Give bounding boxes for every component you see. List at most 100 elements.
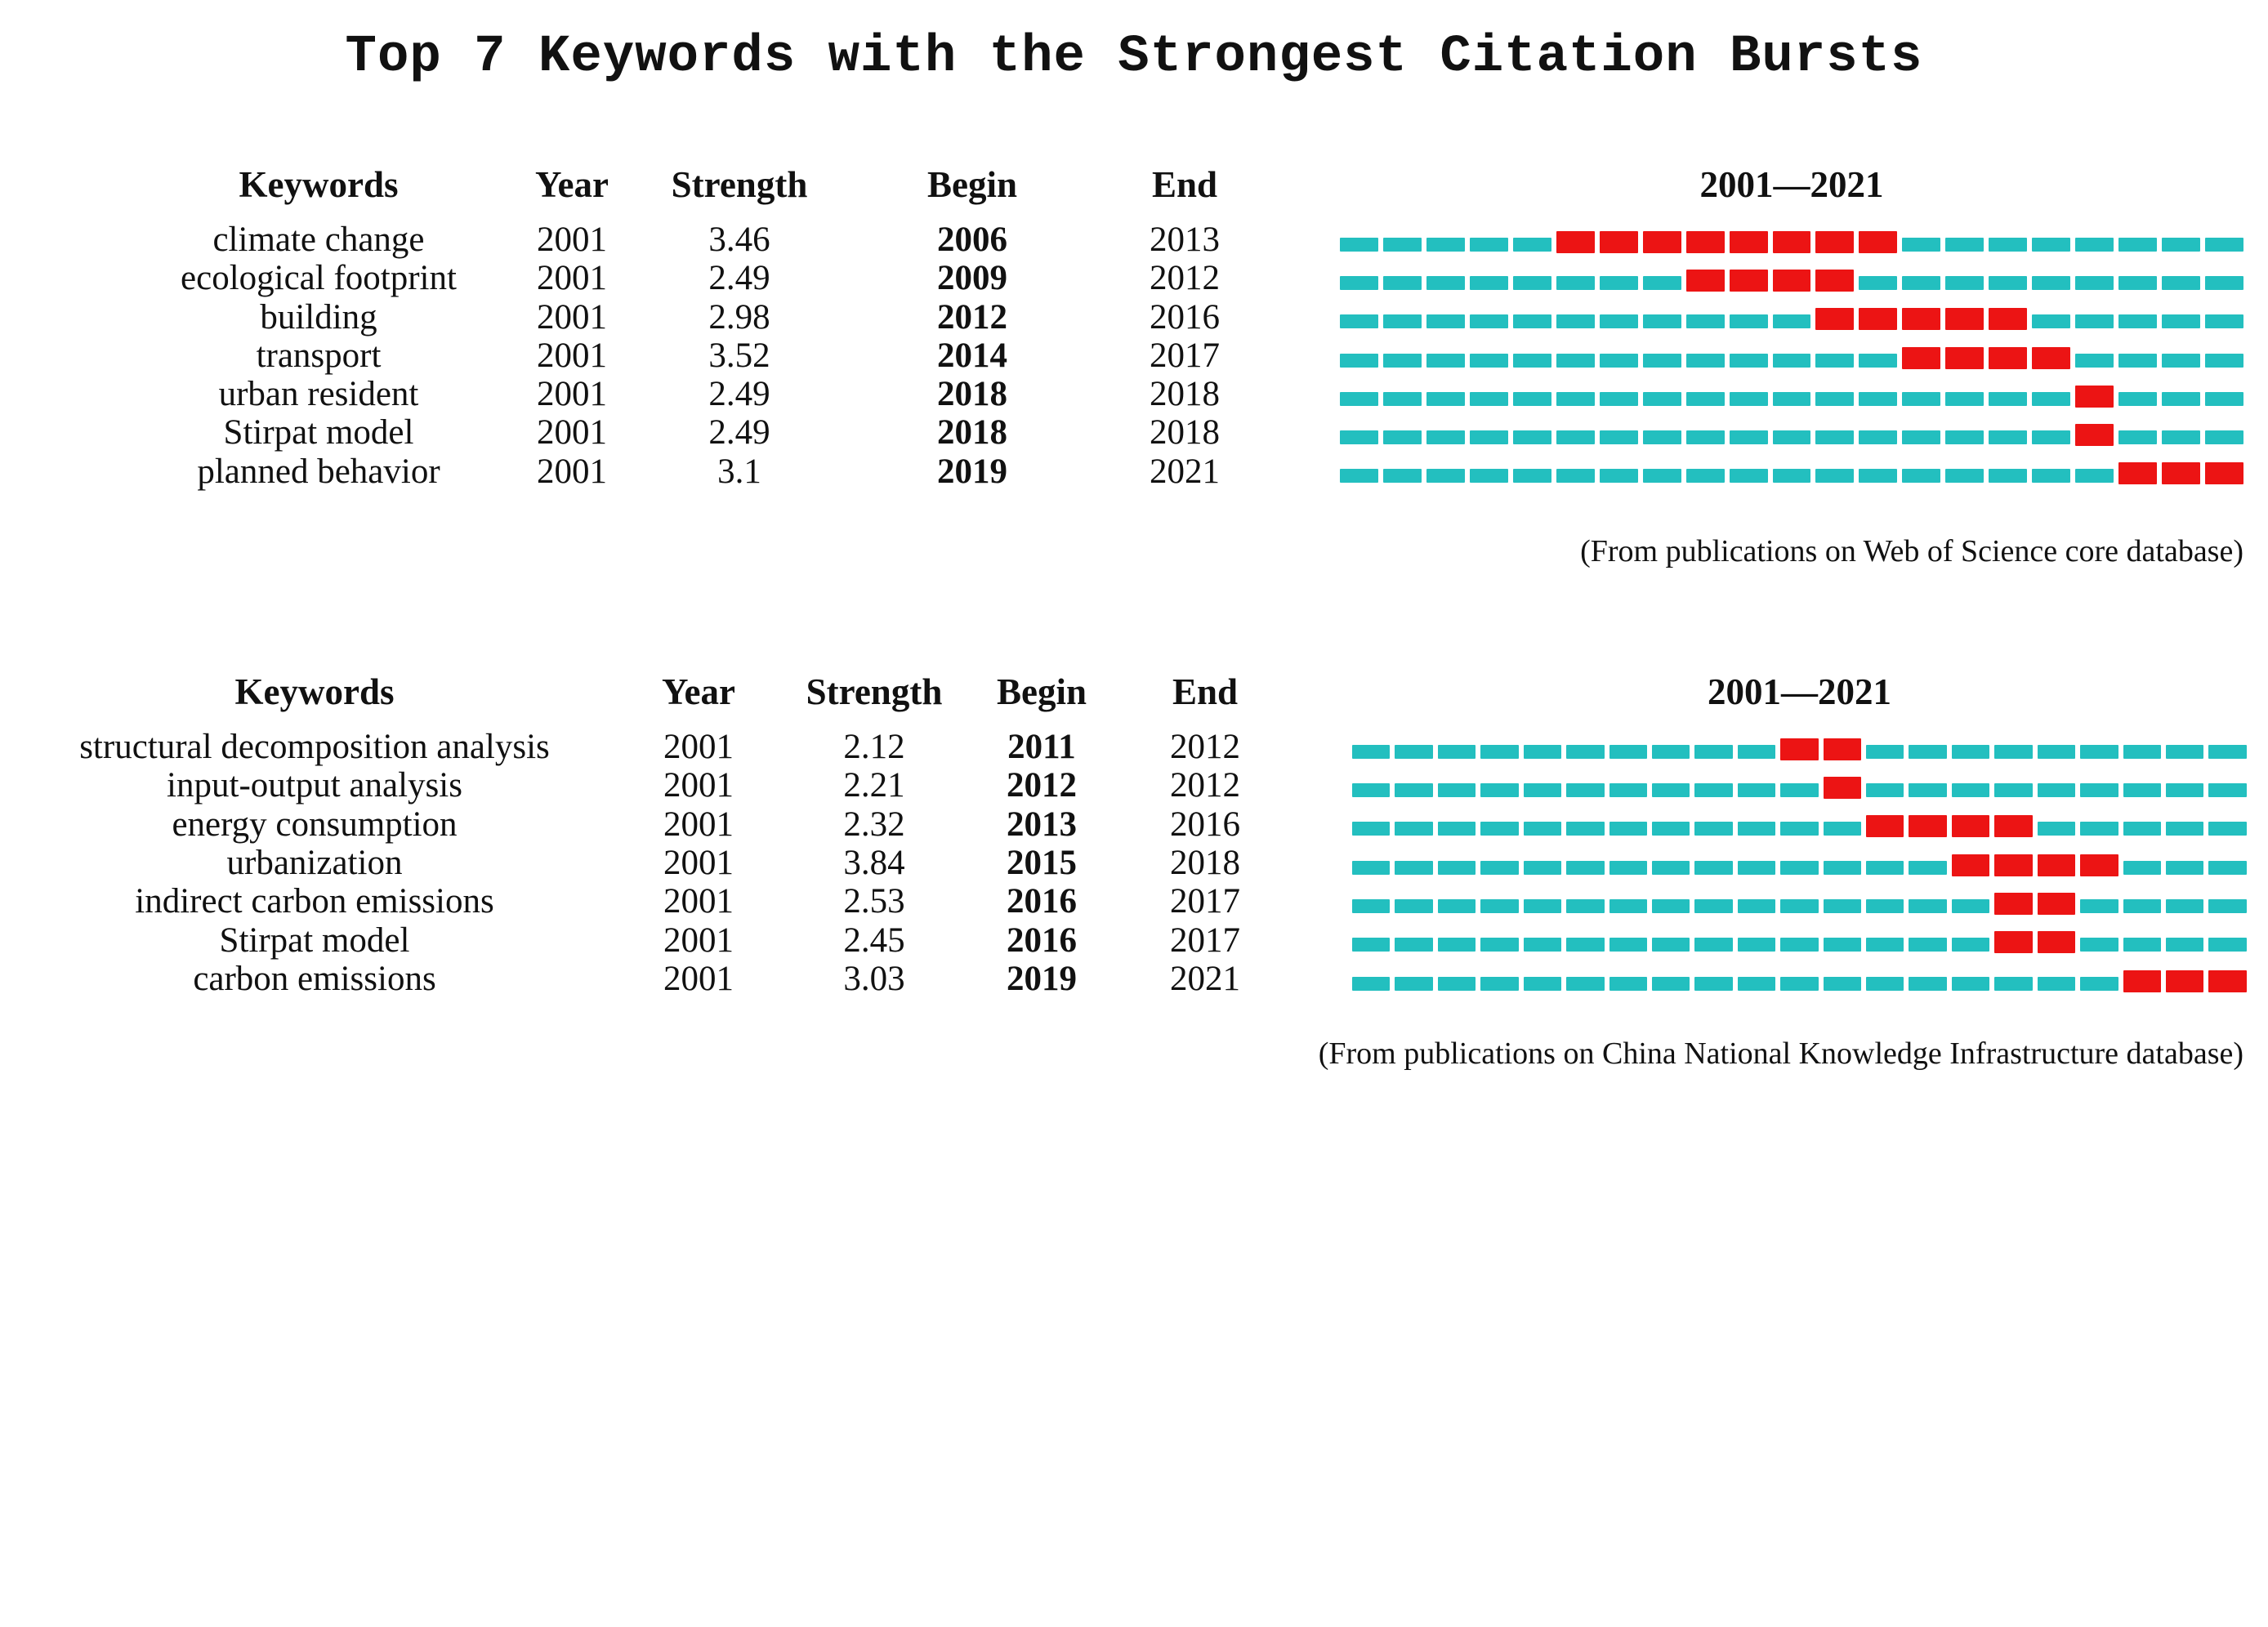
base-year-segment: [1945, 430, 1984, 445]
base-year-segment: [1909, 898, 1947, 913]
burst-year-segment: [2205, 462, 2244, 485]
base-year-segment: [1437, 976, 1476, 991]
base-year-segment: [2208, 822, 2247, 836]
base-year-segment: [1395, 822, 1433, 836]
base-year-segment: [2032, 469, 2071, 484]
base-year-segment: [1609, 822, 1647, 836]
cnki-source-caption: (From publications on China National Kno…: [1318, 1036, 2243, 1072]
base-year-segment: [1694, 898, 1733, 913]
begin-cell: 2018: [937, 413, 1007, 452]
base-year-segment: [1772, 391, 1811, 406]
base-year-segment: [2032, 237, 2071, 252]
begin-cell: 2016: [1007, 882, 1077, 921]
base-year-segment: [1382, 353, 1422, 368]
end-cell: 2018: [1150, 375, 1220, 414]
column-header-keywords: Keywords: [239, 164, 399, 206]
base-year-segment: [1729, 353, 1768, 368]
base-year-segment: [1480, 938, 1519, 952]
base-year-segment: [1437, 860, 1476, 875]
begin-cell: 2016: [1007, 920, 1077, 960]
base-year-segment: [1340, 314, 1378, 329]
year-cell: 2001: [537, 221, 607, 259]
timeline-cell: [1283, 813, 2247, 838]
base-year-segment: [1866, 783, 1904, 798]
base-year-segment: [1651, 860, 1690, 875]
base-year-segment: [1382, 391, 1422, 406]
base-year-segment: [1480, 976, 1519, 991]
base-year-segment: [1523, 976, 1562, 991]
base-year-segment: [1382, 314, 1422, 329]
base-year-segment: [1395, 860, 1433, 875]
base-year-segment: [1469, 353, 1508, 368]
base-year-segment: [1737, 976, 1776, 991]
base-year-segment: [1945, 469, 1984, 484]
keyword-cell: carbon emissions: [193, 959, 436, 998]
base-year-segment: [2080, 898, 2118, 913]
base-year-segment: [1685, 391, 1725, 406]
burst-year-segment: [1729, 269, 1768, 292]
base-year-segment: [1340, 391, 1378, 406]
burst-year-segment: [1556, 230, 1595, 253]
base-year-segment: [1859, 469, 1898, 484]
base-year-segment: [1823, 860, 1862, 875]
base-year-segment: [1352, 898, 1391, 913]
base-year-segment: [1694, 822, 1733, 836]
timeline-cell: [1258, 305, 2244, 331]
strength-cell: 2.12: [843, 728, 905, 767]
timeline-cell: [1258, 229, 2244, 253]
burst-year-segment: [1945, 308, 1984, 331]
burst-row: energy consumption 2001 2.32 2013 2016: [0, 805, 2268, 844]
year-cell: 2001: [663, 843, 734, 882]
base-year-segment: [1340, 430, 1378, 445]
base-year-segment: [1469, 391, 1508, 406]
base-year-segment: [1609, 783, 1647, 798]
end-cell: 2012: [1170, 728, 1240, 767]
base-year-segment: [1823, 898, 1862, 913]
base-year-segment: [1951, 783, 1990, 798]
base-year-segment: [1480, 744, 1519, 759]
base-year-segment: [1523, 938, 1562, 952]
base-year-segment: [1951, 938, 1990, 952]
base-year-segment: [1609, 744, 1647, 759]
base-year-segment: [2123, 860, 2162, 875]
burst-year-segment: [1859, 308, 1898, 331]
base-year-segment: [1642, 430, 1681, 445]
burst-year-segment: [1815, 308, 1855, 331]
burst-year-segment: [1994, 931, 2033, 954]
base-year-segment: [1902, 237, 1941, 252]
base-year-segment: [1685, 430, 1725, 445]
burst-row: urbanization 2001 3.84 2015 2018: [0, 844, 2268, 882]
burst-year-segment: [1989, 346, 2028, 369]
burst-year-segment: [2166, 970, 2204, 992]
base-year-segment: [1994, 783, 2033, 798]
timeline-cell: [1283, 736, 2247, 760]
base-year-segment: [2162, 391, 2201, 406]
base-year-segment: [1395, 938, 1433, 952]
base-year-segment: [2208, 744, 2247, 759]
base-year-segment: [1989, 469, 2028, 484]
burst-year-segment: [1859, 230, 1898, 253]
base-year-segment: [1685, 469, 1725, 484]
base-year-segment: [2118, 237, 2158, 252]
year-timeline-bar: [1352, 968, 2247, 992]
burst-row: carbon emissions 2001 3.03 2019 2021: [0, 960, 2268, 998]
base-year-segment: [1512, 314, 1551, 329]
end-cell: 2012: [1150, 259, 1220, 298]
base-year-segment: [1823, 822, 1862, 836]
begin-cell: 2009: [937, 259, 1007, 298]
base-year-segment: [1426, 469, 1465, 484]
keyword-cell: ecological footprint: [181, 259, 457, 298]
base-year-segment: [1469, 237, 1508, 252]
base-year-segment: [1815, 391, 1855, 406]
base-year-segment: [1599, 391, 1638, 406]
timeline-cell: [1258, 421, 2244, 447]
base-year-segment: [1651, 976, 1690, 991]
burst-year-segment: [2032, 346, 2071, 369]
base-year-segment: [1395, 898, 1433, 913]
burst-year-segment: [1909, 815, 1947, 838]
base-year-segment: [2037, 822, 2076, 836]
base-year-segment: [1340, 275, 1378, 290]
burst-year-segment: [1951, 854, 1990, 876]
end-cell: 2017: [1170, 882, 1240, 921]
base-year-segment: [1815, 430, 1855, 445]
